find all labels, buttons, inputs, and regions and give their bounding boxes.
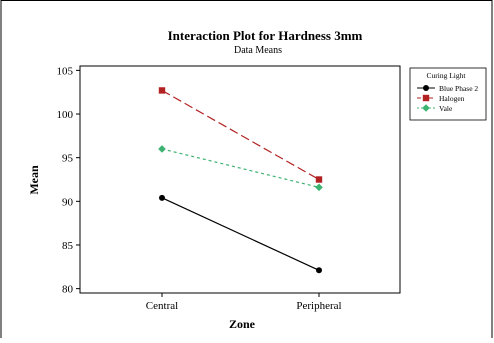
x-tick-label: Central (146, 300, 178, 312)
data-point-blue-phase-2 (316, 267, 322, 274)
y-tick-label: 100 (57, 109, 74, 121)
y-tick-label: 85 (62, 240, 74, 252)
series-line-vale (161, 148, 320, 188)
series-points (158, 87, 323, 274)
data-point-halogen (158, 87, 166, 94)
y-tick-label: 105 (57, 65, 74, 77)
y-axis-title: Mean (27, 165, 41, 195)
legend-marker-halogen (422, 94, 430, 102)
data-point-halogen (315, 176, 323, 183)
legend-label-halogen: Halogen (439, 94, 465, 103)
legend-marker-blue-phase-2 (423, 85, 429, 91)
data-point-vale (315, 183, 323, 192)
legend-label-blue-phase-2: Blue Phase 2 (439, 84, 478, 93)
legend-label-vale: Vale (439, 104, 453, 113)
series-lines (161, 89, 320, 271)
y-tick-label: 80 (62, 284, 74, 296)
y-tick-label: 95 (62, 153, 74, 165)
data-point-blue-phase-2 (159, 194, 165, 201)
x-axis-title: Zone (229, 317, 256, 331)
series-line-halogen (161, 89, 320, 181)
legend-box (409, 67, 487, 121)
y-tick-label: 90 (62, 196, 74, 208)
legend-marker-vale (422, 104, 430, 112)
legend-title: Curing Light (427, 71, 467, 80)
plot-area (79, 65, 401, 294)
series-line-blue-phase-2 (161, 197, 320, 271)
chart-subtitle: Data Means (234, 45, 282, 56)
y-axis-ticks: 80 85 90 95 100 105 (57, 65, 80, 296)
data-point-vale (158, 145, 166, 153)
chart-title: Interaction Plot for Hardness 3mm (168, 28, 363, 43)
x-tick-label: Peripheral (296, 300, 341, 312)
x-axis-ticks: Central Peripheral (146, 293, 342, 312)
